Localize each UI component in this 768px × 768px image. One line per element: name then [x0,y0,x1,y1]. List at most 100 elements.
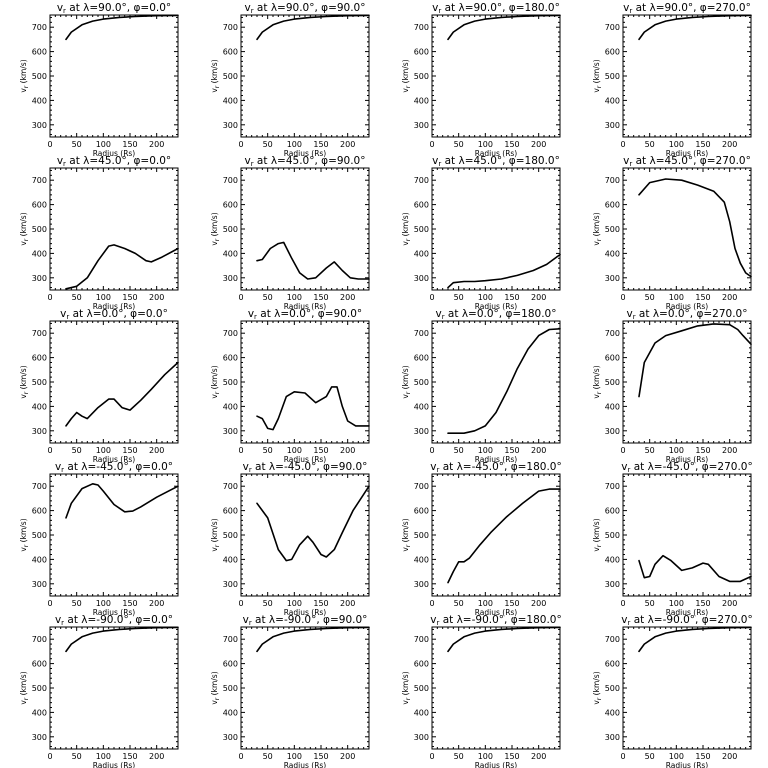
y-tick-label: 400 [223,249,238,258]
x-tick-label: 100 [478,140,493,149]
y-tick-label: 300 [223,580,238,589]
y-tick-label: 700 [605,329,620,338]
y-tick-label: 600 [223,201,238,210]
y-axis-label: vr (km/s) [19,518,30,551]
x-tick-label: 200 [340,752,355,761]
x-axis-label: Radius (Rs) [93,302,136,311]
x-tick-label: 100 [287,140,302,149]
y-tick-label: 300 [605,274,620,283]
y-tick-label: 300 [32,733,47,742]
series-line [638,178,752,278]
series-line [638,323,752,398]
y-tick-label: 600 [223,660,238,669]
y-tick-label: 300 [223,733,238,742]
y-tick-label: 300 [32,121,47,130]
panel-title: vr at λ=45.0°, φ=90.0° [244,155,365,168]
y-tick-label: 300 [414,580,429,589]
x-tick-label: 50 [72,140,82,149]
x-tick-label: 0 [620,293,625,302]
x-tick-label: 200 [340,446,355,455]
x-tick-label: 50 [263,140,273,149]
panel-title: vr at λ=-45.0°, φ=0.0° [55,461,173,474]
panel-title: vr at λ=0.0°, φ=90.0° [248,308,362,321]
x-tick-label: 150 [504,446,519,455]
plot-frame [49,473,179,597]
series-line [447,626,561,653]
x-tick-label: 150 [695,446,710,455]
y-tick-label: 700 [32,635,47,644]
x-tick-label: 50 [454,752,464,761]
y-tick-label: 300 [605,427,620,436]
series-line [638,626,752,653]
y-axis-label: vr (km/s) [592,59,603,92]
y-tick-label: 500 [223,378,238,387]
y-tick-label: 500 [605,225,620,234]
y-tick-label: 500 [223,72,238,81]
plot-frame [240,320,370,444]
y-tick-label: 700 [32,23,47,32]
panel-title: vr at λ=45.0°, φ=270.0° [623,155,751,168]
x-tick-label: 150 [313,293,328,302]
x-tick-label: 0 [429,446,434,455]
x-tick-label: 0 [620,599,625,608]
y-axis-label: vr (km/s) [210,365,221,398]
plot-frame [49,14,179,138]
x-tick-label: 200 [340,599,355,608]
y-axis-label: vr (km/s) [401,212,412,245]
plot-frame [622,626,752,750]
x-axis-label: Radius (Rs) [666,149,709,158]
panel-16: vr at λ=-45.0°, φ=270.0° 0 50 100 150 200 300 4… [592,461,753,617]
x-tick-label: 200 [340,140,355,149]
panel-20: vr at λ=-90.0°, φ=270.0° 0 50 100 150 200 300 4… [592,614,753,768]
y-tick-label: 500 [32,72,47,81]
x-tick-label: 150 [504,752,519,761]
x-tick-label: 50 [72,446,82,455]
y-tick-label: 300 [414,733,429,742]
y-tick-label: 600 [605,201,620,210]
y-axis-label: vr (km/s) [592,365,603,398]
y-tick-label: 400 [414,555,429,564]
x-tick-label: 150 [313,752,328,761]
y-tick-label: 400 [223,708,238,717]
y-tick-label: 600 [414,507,429,516]
x-tick-label: 50 [72,293,82,302]
x-tick-label: 200 [149,599,164,608]
x-tick-label: 50 [645,599,655,608]
panel-11: vr at λ=0.0°, φ=180.0° 0 50 100 150 200 300 400… [401,308,561,464]
x-axis-label: Radius (Rs) [666,302,709,311]
y-tick-label: 300 [223,274,238,283]
y-tick-label: 600 [414,48,429,57]
y-axis-label: vr (km/s) [210,59,221,92]
y-tick-label: 400 [223,96,238,105]
plot-frame [240,14,370,138]
x-tick-label: 100 [96,446,111,455]
x-axis-label: Radius (Rs) [284,149,327,158]
x-tick-label: 50 [454,140,464,149]
x-tick-label: 100 [669,446,684,455]
series-line [65,361,179,427]
plot-frame [240,473,370,597]
series-line [256,626,370,653]
y-tick-label: 400 [32,249,47,258]
x-tick-label: 100 [478,752,493,761]
panel-13: vr at λ=-45.0°, φ=0.0° 0 50 100 150 200 300 400… [19,461,179,617]
series-line [256,485,370,562]
x-axis-label: Radius (Rs) [284,455,327,464]
plot-frame [431,14,561,138]
panel-3: vr at λ=90.0°, φ=180.0° 0 50 100 150 200 300 40… [401,2,561,158]
y-tick-label: 300 [605,733,620,742]
panel-9: vr at λ=0.0°, φ=0.0° 0 50 100 150 200 300 400 50… [19,308,179,464]
y-tick-label: 600 [32,354,47,363]
panel-10: vr at λ=0.0°, φ=90.0° 0 50 100 150 200 300 400 5… [210,308,370,464]
y-tick-label: 400 [605,402,620,411]
y-axis-label: vr (km/s) [19,671,30,704]
x-tick-label: 50 [645,752,655,761]
y-tick-label: 500 [605,378,620,387]
y-tick-label: 700 [32,176,47,185]
plot-frame [240,167,370,291]
x-tick-label: 50 [645,293,655,302]
plot-frame [431,320,561,444]
x-axis-label: Radius (Rs) [284,302,327,311]
y-tick-label: 700 [414,635,429,644]
y-tick-label: 700 [223,635,238,644]
